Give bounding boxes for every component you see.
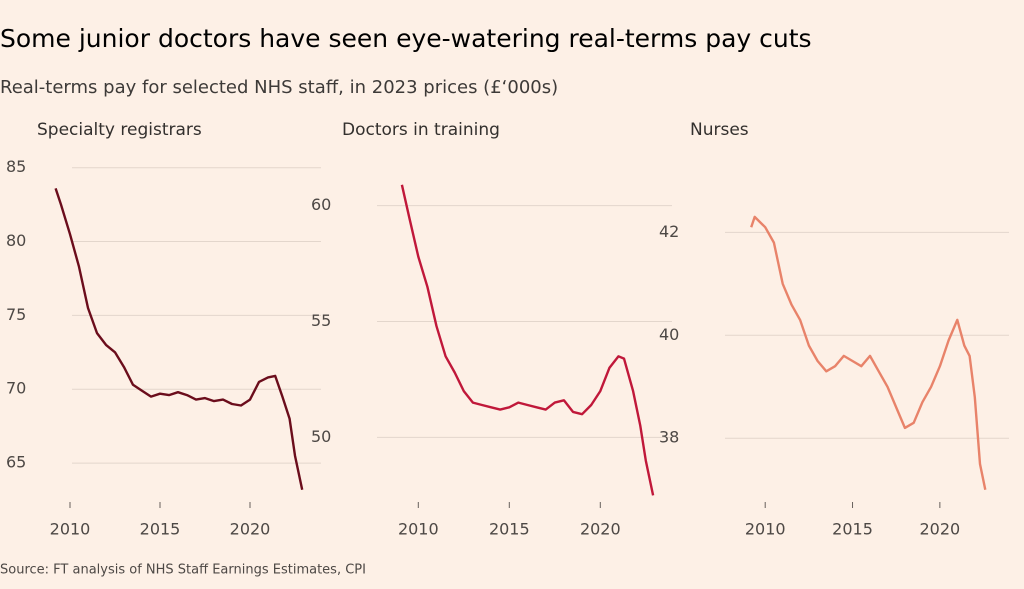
y-tick-label: 55 [311,311,331,330]
x-tick-label: 2010 [50,520,91,539]
y-tick-label: 70 [6,379,26,398]
y-tick-label: 65 [6,453,26,472]
x-tick-label: 2015 [832,520,873,539]
y-tick-label: 40 [659,325,679,344]
y-tick-label: 38 [659,428,679,447]
panel-title: Doctors in training [342,120,500,140]
x-tick-label: 2010 [398,520,439,539]
x-tick-label: 2015 [489,520,530,539]
chart-subtitle: Real-terms pay for selected NHS staff, i… [0,77,558,98]
y-tick-label: 60 [311,195,331,214]
data-line [400,184,655,496]
y-tick-label: 85 [6,157,26,176]
source-note: Source: FT analysis of NHS Staff Earning… [0,563,366,578]
y-tick-label: 42 [659,222,679,241]
data-line [54,188,304,490]
x-tick-label: 2020 [230,520,271,539]
x-tick-label: 2020 [580,520,621,539]
x-tick-label: 2015 [140,520,181,539]
x-tick-label: 2010 [745,520,786,539]
data-line [750,215,987,490]
y-tick-label: 80 [6,231,26,250]
panel-title: Specialty registrars [37,120,202,140]
y-tick-label: 75 [6,305,26,324]
x-tick-label: 2020 [920,520,961,539]
chart-title: Some junior doctors have seen eye-wateri… [0,24,812,53]
y-tick-label: 50 [311,427,331,446]
panel-title: Nurses [690,120,749,140]
